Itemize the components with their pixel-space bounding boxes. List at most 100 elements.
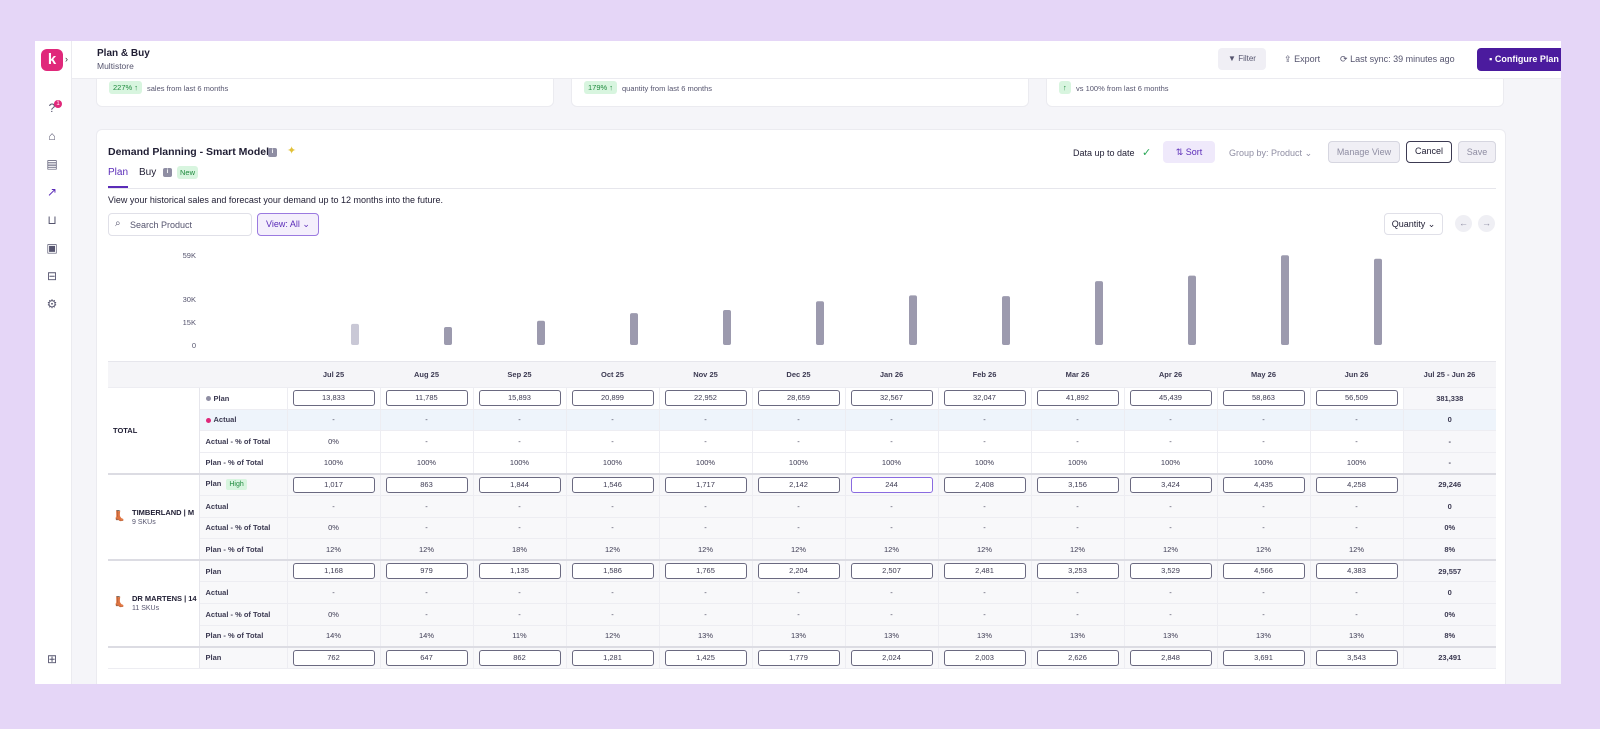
plan-input[interactable]: 4,383 (1315, 563, 1398, 580)
image-icon[interactable]: ▣ (46, 241, 58, 255)
value-cell[interactable]: 13,833 (287, 387, 381, 410)
plan-input[interactable]: 3,529 (1129, 563, 1212, 580)
value-cell[interactable]: 2,408 (938, 472, 1032, 496)
view-dropdown[interactable]: View: All ⌄ (257, 213, 319, 236)
value-cell[interactable]: 3,156 (1031, 472, 1125, 496)
chart-bar-sep-25[interactable] (537, 320, 545, 345)
trending-up-icon[interactable]: ↗ (46, 185, 58, 199)
cancel-button[interactable]: Cancel (1406, 141, 1452, 163)
plan-input[interactable]: 20,899 (571, 390, 654, 407)
plan-input[interactable]: 32,567 (850, 390, 933, 407)
value-cell[interactable]: 3,529 (1124, 559, 1218, 583)
help-icon[interactable]: ? (48, 101, 56, 115)
plan-input[interactable]: 3,424 (1129, 476, 1212, 493)
home-icon[interactable]: ⌂ (48, 129, 56, 143)
plan-input[interactable]: 32,047 (943, 390, 1026, 407)
value-cell[interactable]: 1,168 (287, 559, 381, 583)
plan-input[interactable]: 862 (478, 649, 561, 666)
basket-icon[interactable]: ⊔ (47, 213, 57, 227)
value-cell[interactable]: 4,566 (1217, 559, 1311, 583)
plan-input[interactable]: 3,156 (1036, 476, 1119, 493)
plan-input[interactable]: 4,258 (1315, 476, 1398, 493)
plan-input[interactable]: 1,765 (664, 563, 747, 580)
plan-input[interactable]: 45,439 (1129, 390, 1212, 407)
value-cell[interactable]: 3,691 (1217, 645, 1311, 669)
plan-input[interactable]: 1,425 (664, 649, 747, 666)
tab-buy[interactable]: Buy (139, 167, 157, 178)
plan-input[interactable]: 56,509 (1315, 390, 1398, 407)
value-cell[interactable]: 1,717 (659, 472, 753, 496)
plan-input[interactable]: 3,691 (1222, 649, 1305, 666)
chart-bar-dec-25[interactable] (816, 301, 824, 345)
value-cell[interactable]: 4,258 (1310, 472, 1404, 496)
plan-input[interactable]: 13,833 (292, 390, 375, 407)
value-cell[interactable]: 862 (473, 645, 567, 669)
chart-bar-mar-26[interactable] (1095, 281, 1103, 345)
value-cell[interactable]: 1,779 (752, 645, 846, 669)
plan-input[interactable]: 3,253 (1036, 563, 1119, 580)
value-cell[interactable]: 1,135 (473, 559, 567, 583)
value-cell[interactable]: 3,543 (1310, 645, 1404, 669)
plan-input[interactable]: 2,003 (943, 649, 1026, 666)
chart-bar-may-26[interactable] (1281, 255, 1289, 345)
value-cell[interactable]: 2,481 (938, 559, 1032, 583)
plan-input[interactable]: 15,893 (478, 390, 561, 407)
value-cell[interactable]: 56,509 (1310, 387, 1404, 410)
plan-input[interactable]: 2,626 (1036, 649, 1119, 666)
plan-input[interactable]: 762 (292, 649, 375, 666)
chart-bar-aug-25[interactable] (444, 327, 452, 345)
plan-input[interactable]: 2,142 (757, 476, 840, 493)
plan-input[interactable]: 1,844 (478, 476, 561, 493)
value-cell[interactable]: 20,899 (566, 387, 660, 410)
chart-bar-apr-26[interactable] (1188, 275, 1196, 345)
value-cell[interactable]: 32,047 (938, 387, 1032, 410)
plan-input[interactable]: 863 (385, 476, 468, 493)
value-cell[interactable]: 1,017 (287, 472, 381, 496)
plan-input[interactable]: 4,435 (1222, 476, 1305, 493)
wrench-icon[interactable]: ⚙ (46, 297, 58, 311)
chart-bar-nov-25[interactable] (723, 309, 731, 345)
info-icon[interactable]: i (163, 168, 172, 177)
value-cell[interactable]: 762 (287, 645, 381, 669)
plan-input[interactable]: 2,848 (1129, 649, 1212, 666)
plan-input[interactable]: 11,785 (385, 390, 468, 407)
plan-input[interactable]: 1,135 (478, 563, 561, 580)
plan-input[interactable]: 2,481 (943, 563, 1026, 580)
plan-input[interactable]: 979 (385, 563, 468, 580)
value-cell[interactable]: 244 (845, 472, 939, 496)
chart-bar-oct-25[interactable] (630, 313, 638, 345)
plan-input[interactable]: 28,659 (757, 390, 840, 407)
value-cell[interactable]: 1,546 (566, 472, 660, 496)
arrow-right-icon[interactable]: → (1478, 215, 1495, 232)
value-cell[interactable]: 979 (380, 559, 474, 583)
chart-bar-jul-25[interactable] (351, 323, 359, 345)
group-cell[interactable]: TOTAL (108, 387, 200, 475)
manage-view-button[interactable]: Manage View (1328, 141, 1400, 163)
value-cell[interactable]: 22,952 (659, 387, 753, 410)
value-cell[interactable]: 15,893 (473, 387, 567, 410)
sort-button[interactable]: ⇅ Sort (1163, 141, 1215, 163)
plan-input[interactable]: 22,952 (664, 390, 747, 407)
gift-icon[interactable]: ⊞ (46, 652, 58, 666)
value-cell[interactable]: 41,892 (1031, 387, 1125, 410)
plan-input[interactable]: 1,586 (571, 563, 654, 580)
value-cell[interactable]: 1,844 (473, 472, 567, 496)
value-cell[interactable]: 4,383 (1310, 559, 1404, 583)
metric-dropdown[interactable]: Quantity ⌄ (1384, 213, 1443, 235)
value-cell[interactable]: 863 (380, 472, 474, 496)
plan-input[interactable]: 2,024 (850, 649, 933, 666)
plan-input[interactable]: 2,507 (850, 563, 933, 580)
plan-input[interactable]: 1,168 (292, 563, 375, 580)
plan-input[interactable]: 1,779 (757, 649, 840, 666)
plan-input[interactable]: 41,892 (1036, 390, 1119, 407)
value-cell[interactable]: 2,003 (938, 645, 1032, 669)
value-cell[interactable]: 1,765 (659, 559, 753, 583)
value-cell[interactable]: 1,425 (659, 645, 753, 669)
value-cell[interactable]: 2,848 (1124, 645, 1218, 669)
plan-input[interactable]: 4,566 (1222, 563, 1305, 580)
plan-input[interactable]: 244 (850, 476, 933, 493)
plan-input[interactable]: 3,543 (1315, 649, 1398, 666)
value-cell[interactable]: 2,142 (752, 472, 846, 496)
plan-input[interactable]: 58,863 (1222, 390, 1305, 407)
